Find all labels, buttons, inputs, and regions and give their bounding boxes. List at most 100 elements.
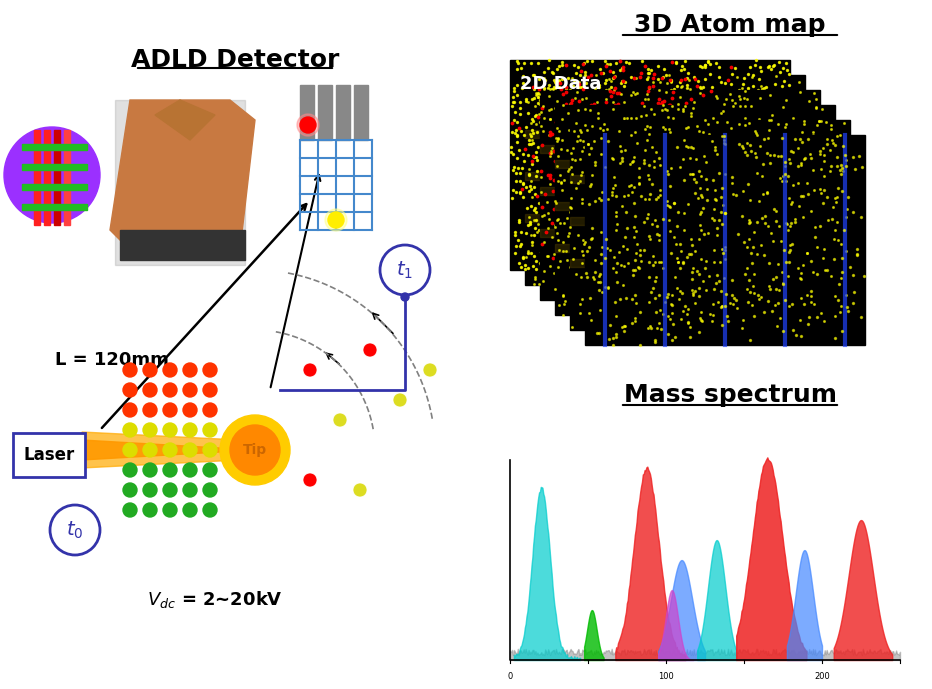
Point: [715, 132, 730, 143]
Point: [559, 152, 574, 163]
Point: [781, 167, 796, 178]
Point: [617, 112, 632, 123]
Point: [680, 169, 695, 181]
Point: [749, 206, 764, 217]
Point: [755, 143, 770, 154]
Point: [657, 64, 672, 75]
Point: [570, 278, 585, 289]
Point: [747, 268, 761, 279]
Point: [664, 163, 678, 174]
Point: [778, 187, 793, 198]
Point: [651, 151, 666, 162]
Point: [745, 169, 760, 180]
Point: [834, 325, 849, 336]
Point: [559, 60, 574, 71]
Point: [642, 129, 657, 140]
Point: [607, 238, 622, 249]
Point: [706, 192, 720, 203]
Point: [685, 217, 700, 228]
Point: [791, 143, 806, 154]
Point: [837, 150, 852, 161]
Point: [651, 141, 666, 152]
Point: [639, 236, 654, 247]
Point: [629, 204, 644, 215]
Point: [534, 141, 549, 152]
Point: [765, 146, 780, 157]
Point: [624, 134, 639, 145]
Point: [554, 236, 569, 247]
Point: [614, 189, 629, 200]
Point: [554, 144, 569, 155]
Circle shape: [203, 403, 217, 417]
Point: [571, 78, 586, 89]
Point: [564, 121, 579, 132]
Point: [779, 178, 794, 189]
Point: [626, 134, 641, 145]
Point: [510, 152, 525, 163]
Point: [526, 260, 541, 271]
Point: [703, 59, 718, 70]
Point: [766, 218, 781, 229]
Point: [582, 198, 597, 209]
Point: [744, 154, 759, 165]
Point: [690, 105, 705, 116]
Point: [752, 267, 767, 278]
Point: [753, 178, 768, 189]
Point: [692, 233, 707, 244]
Point: [511, 214, 526, 225]
Point: [707, 178, 722, 189]
Point: [751, 74, 766, 85]
Point: [580, 187, 595, 198]
Point: [740, 242, 755, 253]
Point: [648, 257, 663, 268]
Point: [756, 158, 771, 169]
Point: [653, 256, 668, 267]
Point: [769, 152, 784, 163]
Point: [553, 90, 568, 101]
Point: [713, 301, 728, 312]
Point: [756, 197, 771, 208]
Point: [667, 200, 682, 212]
Point: [591, 112, 606, 123]
Point: [600, 177, 615, 188]
Point: [521, 220, 536, 231]
Point: [693, 240, 708, 251]
Point: [637, 112, 652, 123]
Point: [607, 117, 622, 128]
Point: [668, 58, 683, 69]
Point: [730, 72, 745, 83]
Point: [585, 134, 600, 145]
Point: [684, 251, 699, 262]
Point: [581, 144, 596, 155]
Point: [526, 81, 541, 92]
Point: [816, 171, 831, 182]
Point: [648, 335, 663, 346]
Point: [637, 189, 651, 200]
Point: [752, 226, 767, 237]
Point: [662, 205, 677, 216]
Point: [657, 105, 672, 116]
Point: [510, 116, 525, 127]
FancyBboxPatch shape: [120, 230, 245, 260]
Point: [579, 166, 594, 177]
Point: [580, 227, 595, 238]
Point: [569, 119, 583, 130]
Point: [607, 216, 622, 227]
Point: [803, 241, 818, 252]
Point: [528, 118, 543, 129]
Point: [622, 116, 637, 127]
Point: [551, 175, 566, 186]
Point: [533, 187, 548, 198]
Point: [504, 101, 519, 112]
Point: [665, 108, 680, 119]
Point: [649, 142, 664, 153]
Point: [545, 143, 560, 154]
Point: [686, 92, 701, 103]
Point: [741, 121, 756, 132]
Point: [698, 165, 713, 176]
Point: [579, 93, 594, 104]
Point: [686, 96, 701, 107]
Point: [565, 106, 580, 117]
Point: [602, 199, 617, 210]
Point: [650, 200, 665, 212]
